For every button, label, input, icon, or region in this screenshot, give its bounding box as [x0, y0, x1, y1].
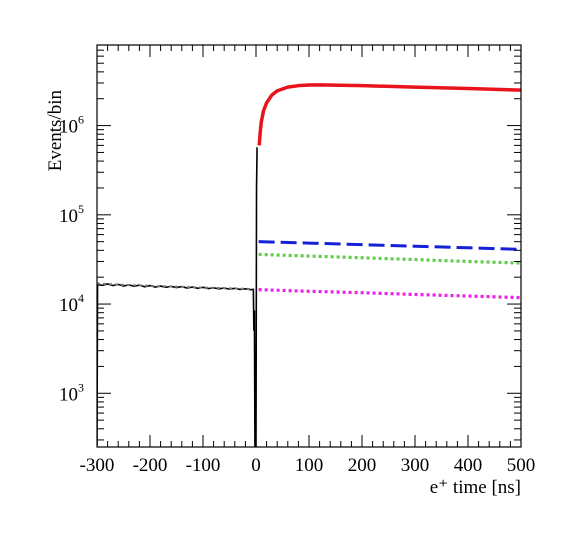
- x-tick-label: 300: [401, 455, 430, 476]
- series-line-6: [97, 282, 254, 291]
- x-axis-label: e⁺ time [ns]: [430, 477, 521, 498]
- series-line-4: [258, 288, 521, 300]
- x-tick-label: 400: [454, 455, 483, 476]
- series-line-3: [258, 252, 521, 265]
- y-tick-label: 103: [59, 380, 84, 405]
- x-tick-label: 500: [507, 455, 536, 476]
- y-tick-label: 106: [59, 113, 84, 138]
- axes-layer: -300 -200 -100 0 100 200 300 400 500 103 104 105 106: [59, 44, 536, 476]
- series-line-2: [258, 240, 521, 251]
- x-tick-label: 200: [348, 455, 377, 476]
- y-tick-label: 104: [59, 291, 84, 316]
- x-tick-label: 0: [251, 455, 261, 476]
- x-tick-label: -100: [186, 455, 221, 476]
- series-layer: [97, 83, 521, 447]
- x-tick-label: -200: [133, 455, 168, 476]
- series-line-1: [257, 83, 521, 146]
- x-tick-label: -300: [80, 455, 115, 476]
- y-tick-label: 105: [59, 202, 84, 227]
- series-line-5: [97, 147, 258, 447]
- x-tick-label: 100: [295, 455, 324, 476]
- y-axis-label: Events/bin: [45, 90, 66, 172]
